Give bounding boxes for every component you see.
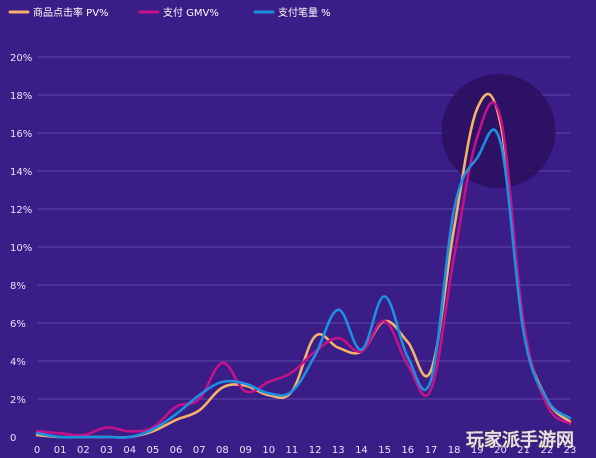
x-tick-label: 20 [494,445,507,456]
x-tick-label: 14 [355,445,368,456]
y-tick-label: 20% [10,53,32,64]
x-tick-label: 16 [401,445,414,456]
x-tick-label: 13 [332,445,345,456]
x-tick-label: 06 [170,445,183,456]
x-tick-label: 15 [378,445,391,456]
series-lines [35,92,572,439]
y-tick-label: 10% [10,243,32,254]
y-tick-label: 18% [10,91,32,102]
x-tick-label: 09 [239,445,252,456]
x-tick-label: 10 [262,445,275,456]
x-tick-label: 19 [471,445,484,456]
x-axis-ticks: 0 01 02 03 04 05 06 07 08 09 10 11 12 13 14 15 16 17 18 19 2… [34,445,577,456]
x-tick-label: 11 [286,445,299,456]
x-tick-label: 17 [425,445,438,456]
legend-label: 支付 GMV% [163,6,219,19]
x-tick-label: 18 [448,445,461,456]
peak-highlight-circle [441,74,556,189]
watermark: 玩家派手游网 [466,429,575,452]
y-tick-label: 8% [10,281,26,292]
y-tick-label: 16% [10,129,32,140]
x-tick-label: 0 [34,445,40,456]
peak-highlight [441,74,556,189]
x-tick-label: 07 [193,445,206,456]
y-axis-ticks: 0 2% 4% 6% 8% 10% 12% 14% 16% 18% 20% [10,53,32,444]
y-tick-label: 0 [10,433,16,444]
x-tick-label: 23 [564,445,577,456]
legend-item-3[interactable]: 支付笔量 % [253,6,331,19]
grid-lines [37,56,570,400]
x-tick-label: 08 [216,445,229,456]
y-tick-label: 6% [10,319,26,330]
series-line-3 [35,128,572,439]
x-tick-label: 04 [123,445,136,456]
y-tick-label: 2% [10,395,26,406]
y-tick-label: 4% [10,357,26,368]
legend: 商品点击率 PV% 支付 GMV% 支付笔量 % [8,6,331,19]
x-tick-label: 21 [517,445,530,456]
watermark-text: 玩家派手游网 [466,429,574,451]
legend-label: 支付笔量 % [278,6,331,19]
legend-item-2[interactable]: 支付 GMV% [138,6,219,19]
x-tick-label: 05 [147,445,160,456]
x-tick-label: 01 [54,445,67,456]
series-line-2 [35,101,572,437]
legend-item-1[interactable]: 商品点击率 PV% [8,6,109,19]
x-tick-label: 02 [77,445,90,456]
x-tick-label: 22 [540,445,553,456]
y-tick-label: 14% [10,167,32,178]
x-tick-label: 12 [309,445,322,456]
legend-label: 商品点击率 PV% [33,6,109,19]
y-tick-label: 12% [10,205,32,216]
x-tick-label: 03 [100,445,113,456]
